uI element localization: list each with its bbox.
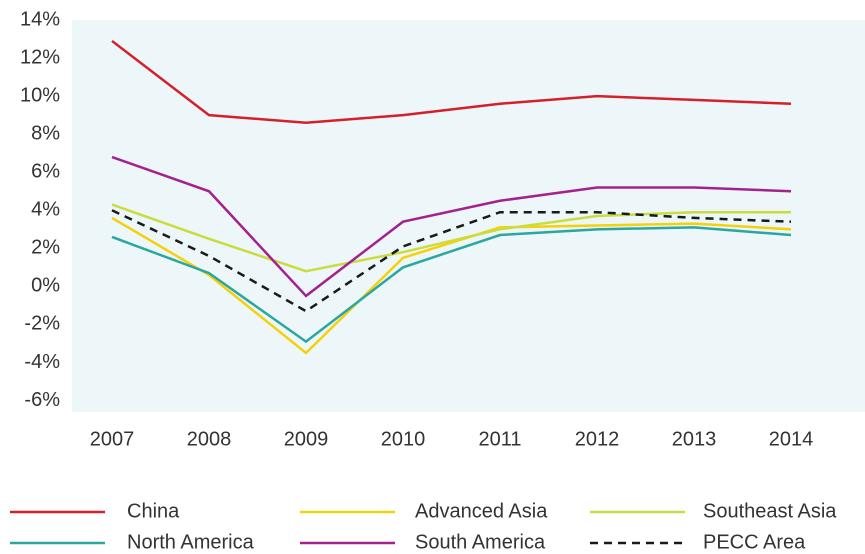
x-tick-label: 2014	[769, 428, 814, 450]
x-tick-label: 2008	[187, 428, 232, 450]
y-tick-label: 6%	[31, 161, 60, 183]
plot-area	[72, 20, 865, 412]
x-tick-label: 2009	[284, 428, 329, 450]
y-tick-label: -2%	[24, 313, 60, 335]
y-tick-label: 14%	[20, 8, 60, 30]
series-line	[111, 226, 792, 344]
x-tick-label: 2012	[575, 428, 620, 450]
x-tick-label: 2007	[90, 428, 135, 450]
legend-label: China	[127, 500, 180, 522]
legend-label: Advanced Asia	[415, 500, 548, 522]
series-line	[111, 216, 792, 355]
legend-label: South America	[415, 531, 546, 553]
legend-label: Southeast Asia	[703, 500, 837, 522]
series-line	[111, 203, 791, 273]
y-tick-label: 12%	[20, 46, 60, 68]
y-tick-label: 4%	[31, 199, 60, 221]
legend-label: PECC Area	[703, 531, 806, 553]
x-tick-label: 2011	[478, 428, 521, 450]
series-line	[111, 39, 792, 125]
x-tick-label: 2010	[381, 428, 426, 450]
y-tick-label: 2%	[31, 237, 60, 259]
legend-label: North America	[127, 531, 255, 553]
y-tick-label: -6%	[24, 389, 60, 411]
y-tick-label: 8%	[31, 122, 60, 144]
y-tick-label: 0%	[31, 275, 60, 297]
y-tick-label: -4%	[24, 351, 60, 373]
x-tick-label: 2013	[672, 428, 717, 450]
y-tick-label: 10%	[20, 84, 60, 106]
series-line	[111, 209, 792, 313]
series-line	[111, 155, 792, 298]
